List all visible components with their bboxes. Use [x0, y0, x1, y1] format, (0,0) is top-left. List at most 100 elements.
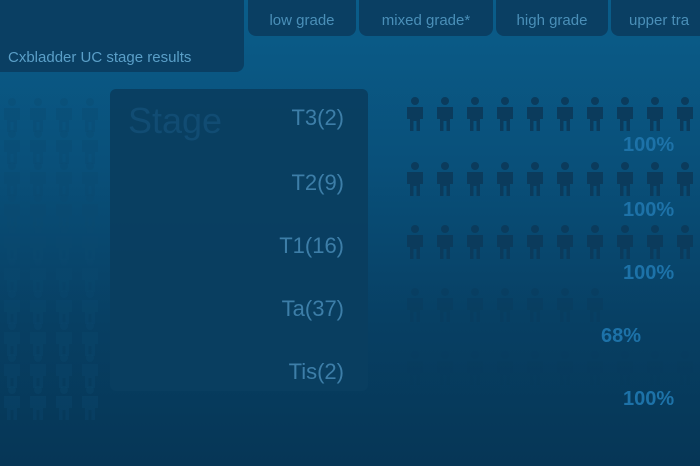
person-icon — [465, 162, 485, 196]
person-icon — [54, 386, 74, 425]
person-icon — [54, 290, 74, 329]
person-icon — [435, 351, 455, 385]
person-icon — [2, 194, 22, 233]
person-icon — [2, 322, 22, 361]
person-icon — [405, 225, 425, 259]
person-icon — [28, 226, 48, 265]
person-icon — [28, 290, 48, 329]
person-icon — [28, 258, 48, 297]
stage-panel — [110, 89, 368, 391]
person-icon — [495, 162, 515, 196]
person-icon — [28, 162, 48, 201]
percent-label: 100% — [623, 134, 675, 156]
person-icon — [555, 288, 575, 322]
person-icon — [405, 162, 425, 196]
person-icon — [615, 351, 635, 385]
person-icon — [675, 162, 695, 196]
person-icon — [2, 226, 22, 265]
person-icon — [2, 162, 22, 201]
person-icon — [555, 97, 575, 131]
person-icon — [435, 288, 455, 322]
person-icon — [585, 288, 605, 322]
person-icon — [525, 97, 545, 131]
person-icon — [80, 354, 100, 393]
person-icon — [645, 97, 665, 131]
person-icon — [435, 162, 455, 196]
person-icon — [465, 225, 485, 259]
person-icon — [525, 225, 545, 259]
person-icon — [54, 194, 74, 233]
person-icon — [495, 288, 515, 322]
person-icon — [615, 225, 635, 259]
person-icon — [525, 162, 545, 196]
tab-upper-tract[interactable]: upper tra — [611, 0, 700, 36]
person-icon — [54, 226, 74, 265]
person-icon — [495, 225, 515, 259]
person-icon — [2, 354, 22, 393]
stage-label: T2(9) — [291, 170, 344, 195]
person-icon — [80, 98, 100, 137]
person-icon — [28, 130, 48, 169]
person-icon — [645, 351, 665, 385]
tab-high-grade[interactable]: high grade — [496, 0, 608, 36]
person-icon — [54, 98, 74, 137]
stage-label: Ta(37) — [281, 296, 344, 321]
person-icon — [80, 130, 100, 169]
percent-label: 68% — [601, 325, 642, 347]
person-icon — [80, 386, 100, 425]
page-title: Cxbladder UC stage results — [8, 49, 192, 66]
person-icon — [675, 351, 695, 385]
person-icon — [80, 258, 100, 297]
person-icon — [555, 225, 575, 259]
person-icon — [54, 258, 74, 297]
person-icon — [525, 288, 545, 322]
person-icon — [585, 97, 605, 131]
person-icon — [2, 130, 22, 169]
tab-low-grade[interactable]: low grade — [248, 0, 356, 36]
person-icon — [555, 162, 575, 196]
person-icon — [585, 162, 605, 196]
stage-heading: Stage — [128, 100, 223, 141]
percent-label: 100% — [623, 262, 675, 284]
person-icon — [435, 225, 455, 259]
person-icon — [80, 226, 100, 265]
person-icon — [585, 225, 605, 259]
person-icon — [54, 354, 74, 393]
tab-mixed-grade[interactable]: mixed grade* — [359, 0, 493, 36]
person-icon — [495, 351, 515, 385]
percent-label: 100% — [623, 199, 675, 221]
stage-label: T1(16) — [279, 233, 344, 258]
percent-label: 100% — [623, 388, 675, 410]
person-icon — [645, 162, 665, 196]
title-box — [0, 0, 244, 72]
person-icon — [645, 225, 665, 259]
person-icon — [80, 194, 100, 233]
stage-label: Tis(2) — [288, 359, 344, 384]
person-icon — [465, 351, 485, 385]
person-icon — [2, 258, 22, 297]
person-icon — [80, 162, 100, 201]
person-icon — [435, 97, 455, 131]
person-icon — [54, 130, 74, 169]
person-icon — [28, 194, 48, 233]
person-icon — [2, 98, 22, 137]
person-icon — [80, 290, 100, 329]
person-icon — [2, 386, 22, 425]
stage-label: T3(2) — [291, 105, 344, 130]
person-icon — [54, 322, 74, 361]
person-icon — [495, 97, 515, 131]
person-icon — [675, 97, 695, 131]
person-icon — [405, 97, 425, 131]
person-icon — [585, 351, 605, 385]
person-icon — [28, 354, 48, 393]
person-icon — [405, 351, 425, 385]
person-icon — [54, 162, 74, 201]
person-icon — [80, 322, 100, 361]
person-icon — [465, 97, 485, 131]
person-icon — [2, 290, 22, 329]
person-icon — [465, 288, 485, 322]
person-icon — [28, 98, 48, 137]
person-icon — [615, 162, 635, 196]
person-icon — [28, 386, 48, 425]
person-icon — [405, 288, 425, 322]
